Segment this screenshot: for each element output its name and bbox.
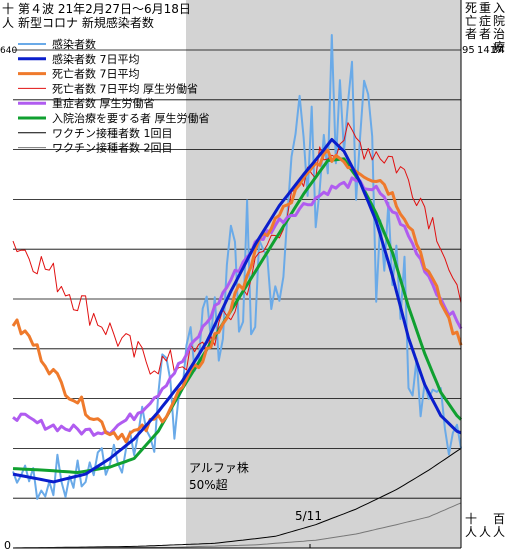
right-axis-header-char: 者	[465, 27, 477, 41]
right-axis-value: 1417	[477, 45, 502, 56]
series-hospital	[12, 157, 463, 474]
right-axis-header-char: 症	[479, 13, 491, 28]
right-axis-unit-char: 十	[465, 512, 477, 526]
legend-label: 感染者数 7日平均	[52, 52, 140, 66]
right-axis-unit-char: 人	[465, 525, 477, 539]
series-lines	[11, 34, 463, 549]
right-axis-header-char: 者	[479, 27, 491, 41]
chart-title-line2: 新型コロナ 新規感染者数	[18, 15, 154, 30]
right-axis-header-char: 重	[479, 1, 491, 15]
legend-label: ワクチン接種者数 2回目	[52, 141, 173, 155]
annotation-variant-line2: 50%超	[189, 477, 228, 492]
series-vaccine-1	[12, 447, 462, 549]
right-axis-header-char: 亡	[465, 14, 477, 28]
right-axis-header-char: 治	[493, 27, 505, 41]
legend-label: 重症者数 厚生労働省	[52, 96, 155, 110]
unit-left-bottom: 人	[2, 16, 14, 30]
right-axis-header-char: 入	[493, 1, 505, 15]
series-deaths-avg	[11, 148, 463, 444]
unit-left-top: 十	[2, 2, 14, 16]
legend-label: 死亡者数 7日平均	[52, 67, 140, 81]
annotation-date: 5/11	[295, 509, 322, 523]
right-axis-unit-char: 百	[493, 512, 505, 526]
legend-label: ワクチン接種者数 1回目	[52, 126, 173, 140]
right-axis-value: 34	[492, 45, 505, 56]
legend-label: 死亡者数 7日平均 厚生労働省	[52, 81, 198, 95]
right-axis-units: 十人 人百人	[465, 512, 505, 539]
series-cases-avg	[12, 138, 462, 484]
y-top-label: 640	[0, 46, 17, 56]
y-zero-label: 0	[4, 539, 11, 551]
right-axis-unit-char: 人	[493, 525, 505, 539]
right-axis-header-char: 院	[493, 14, 505, 28]
legend-label: 感染者数	[52, 37, 96, 51]
series-severe	[12, 176, 463, 437]
annotation-variant-line1: アルファ株	[189, 460, 249, 475]
series-deaths-avg-mhlw	[12, 122, 462, 375]
right-axis-value: 95	[462, 45, 475, 56]
right-axis-header-char: 死	[465, 1, 477, 15]
right-axis-unit-char: 人	[479, 525, 491, 539]
legend-label: 入院治療を要する者 厚生労働省	[52, 111, 210, 125]
chart-title-line1: 第４波 21年2月27日〜6月18日	[18, 2, 191, 16]
right-axis-header-char: 療	[493, 40, 505, 54]
